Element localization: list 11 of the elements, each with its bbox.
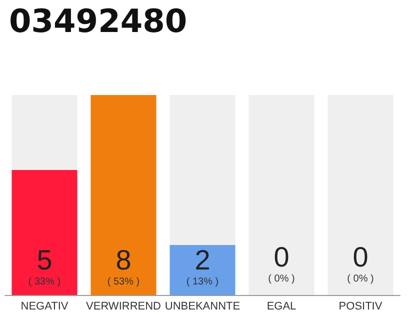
chart-title: 03492480 [9, 2, 188, 40]
data-label: 0 ( 0% ) [268, 242, 295, 284]
data-label: 8 ( 53% ) [107, 244, 140, 288]
x-tick-label: EGAL [266, 300, 296, 312]
x-tick-label: VERWIRREND [86, 300, 162, 312]
x-tick-label: POSITIV [338, 300, 383, 312]
x-tick-label: UNBEKANNTE [164, 300, 240, 312]
data-label: 5 ( 33% ) [28, 244, 61, 288]
x-tick-label: NEGATIV [20, 300, 69, 312]
data-label: 2 ( 13% ) [186, 244, 219, 288]
data-label: 0 ( 0% ) [347, 242, 374, 284]
